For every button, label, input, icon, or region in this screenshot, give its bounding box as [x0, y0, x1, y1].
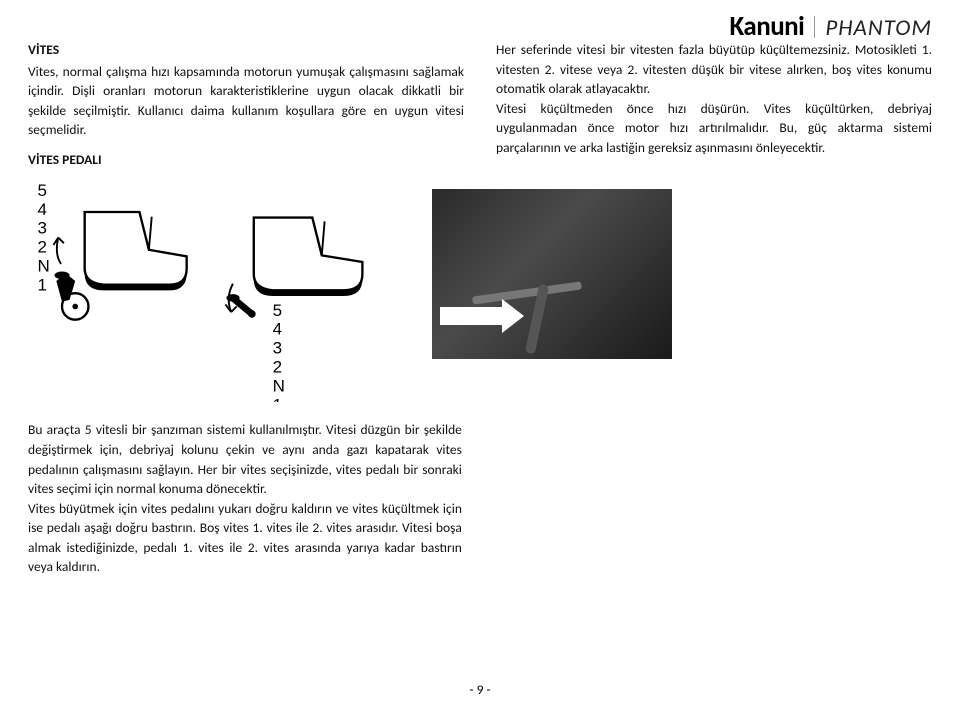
- right-column: Her seferinde vitesi bir vitesten fazla …: [490, 40, 932, 169]
- illustration-row: 5 4 3 2 N 1 5 4 3 2 N 1: [28, 177, 932, 402]
- boot-icon: [254, 218, 363, 291]
- gear-label: N: [37, 257, 49, 276]
- model-name: PHANTOM: [825, 14, 932, 42]
- gear-label: 5: [37, 181, 46, 200]
- left-column: VİTES Vites, normal çalışma hızı kapsamı…: [28, 40, 470, 169]
- arrow-head-icon: [225, 305, 236, 313]
- gear-label: N: [273, 377, 285, 396]
- gear-label: 4: [273, 320, 282, 339]
- gear-label: 5: [273, 301, 282, 320]
- gear-pedal-photo: [432, 189, 672, 359]
- boot-icon: [85, 212, 187, 285]
- vites-paragraph: Vites, normal çalışma hızı kapsamında mo…: [28, 62, 464, 140]
- divider-icon: [814, 16, 815, 38]
- arrow-head-icon: [54, 238, 64, 246]
- bottom-text-block: Bu araçta 5 vitesli bir şanzıman sistemi…: [28, 420, 462, 577]
- pedal-center-icon: [72, 304, 78, 310]
- arrow-head-icon: [502, 299, 524, 333]
- boot-line-icon: [149, 217, 152, 250]
- gear-label: 1: [37, 276, 46, 295]
- pedal-lever-icon: [235, 300, 252, 314]
- brand-logo: Kanuni: [729, 10, 804, 43]
- section-title-pedal: VİTES PEDALI: [28, 150, 464, 170]
- shift-diagram-up: 5 4 3 2 N 1: [28, 177, 198, 332]
- gear-label: 3: [37, 219, 46, 238]
- bottom-paragraph-2: Vites büyütmek için vites pedalını yukar…: [28, 499, 462, 577]
- header: Kanuni PHANTOM: [729, 10, 932, 43]
- photo-lever-icon: [472, 282, 582, 305]
- shift-diagram-down: 5 4 3 2 N 1: [216, 207, 386, 402]
- section-title-vites: VİTES: [28, 40, 464, 60]
- arrow-shaft-icon: [440, 307, 502, 325]
- pedal-tip-icon: [54, 272, 69, 280]
- gear-label: 2: [273, 358, 282, 377]
- arrow-curve-icon: [57, 238, 61, 264]
- gear-label: 3: [273, 339, 282, 358]
- gear-label: 2: [37, 238, 46, 257]
- gear-label: 1: [273, 396, 282, 403]
- right-paragraph-2: Vitesi küçültmeden önce hızı düşürün. Vi…: [496, 99, 932, 158]
- photo-arrow-icon: [440, 307, 524, 333]
- right-paragraph-1: Her seferinde vitesi bir vitesten fazla …: [496, 40, 932, 99]
- page-number: - 9 -: [469, 681, 490, 698]
- bottom-paragraph-1: Bu araçta 5 vitesli bir şanzıman sistemi…: [28, 420, 462, 498]
- gear-label: 4: [37, 200, 46, 219]
- two-column-layout: VİTES Vites, normal çalışma hızı kapsamı…: [28, 40, 932, 169]
- boot-line-icon: [322, 222, 325, 256]
